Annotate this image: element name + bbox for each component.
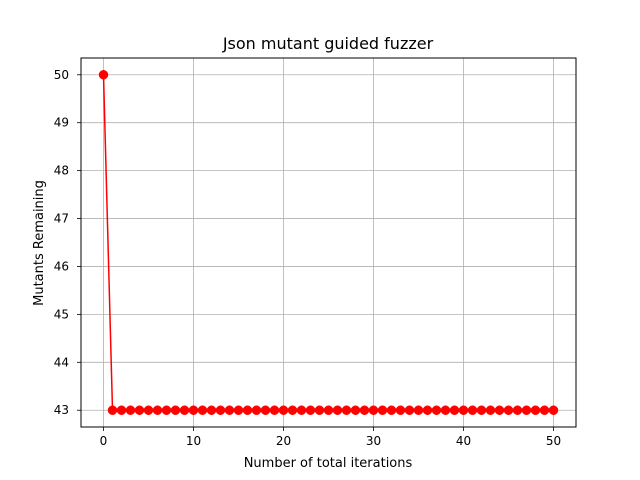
data-point — [305, 405, 316, 415]
data-point — [251, 405, 262, 415]
data-point — [458, 405, 469, 415]
data-point — [188, 405, 199, 415]
data-point — [494, 405, 505, 415]
chart-title: Json mutant guided fuzzer — [222, 34, 434, 53]
y-tick-label: 47 — [54, 212, 69, 226]
data-point — [287, 405, 298, 415]
data-point — [530, 405, 541, 415]
data-point — [377, 405, 388, 415]
data-point — [116, 405, 127, 415]
x-tick-label: 40 — [456, 434, 471, 448]
plot-frame — [80, 57, 577, 428]
data-point — [431, 405, 442, 415]
data-point — [161, 405, 172, 415]
y-tick-label: 43 — [54, 403, 69, 417]
grid — [81, 58, 576, 427]
y-axis-label: Mutants Remaining — [32, 180, 47, 306]
data-point — [413, 405, 424, 415]
data-point — [476, 405, 487, 415]
data-point — [323, 405, 334, 415]
x-tick-label: 0 — [100, 434, 108, 448]
data-point — [404, 405, 415, 415]
x-tick-label: 20 — [276, 434, 291, 448]
data-point — [548, 405, 559, 415]
y-tick-label: 44 — [54, 355, 69, 369]
x-tick-label: 50 — [546, 434, 561, 448]
x-tick-label: 30 — [366, 434, 381, 448]
y-tick-label: 45 — [54, 307, 69, 321]
data-point — [467, 405, 478, 415]
data-point — [395, 405, 406, 415]
x-tick-label: 10 — [186, 434, 201, 448]
data-point — [134, 405, 145, 415]
data-point — [341, 405, 352, 415]
data-point — [449, 405, 460, 415]
data-point — [350, 405, 361, 415]
data-point — [107, 405, 118, 415]
data-point — [278, 405, 289, 415]
data-point — [224, 405, 235, 415]
y-tick-label: 49 — [54, 116, 69, 130]
series-layer — [98, 70, 559, 415]
data-point — [521, 405, 532, 415]
data-point — [242, 405, 253, 415]
data-point — [260, 405, 271, 415]
data-point — [368, 405, 379, 415]
data-point — [125, 405, 136, 415]
data-point — [503, 405, 514, 415]
data-point — [179, 405, 190, 415]
data-point — [206, 405, 217, 415]
data-point — [314, 405, 325, 415]
data-point — [152, 405, 163, 415]
data-point — [332, 405, 343, 415]
y-tick-label: 48 — [54, 164, 69, 178]
data-point — [143, 405, 154, 415]
data-point — [359, 405, 370, 415]
data-point — [269, 405, 280, 415]
data-point — [215, 405, 226, 415]
data-point — [440, 405, 451, 415]
data-point — [233, 405, 244, 415]
data-point — [98, 70, 109, 80]
y-tick-label: 46 — [54, 259, 69, 273]
data-point — [197, 405, 208, 415]
data-point — [170, 405, 181, 415]
y-tick-label: 50 — [54, 68, 69, 82]
data-point — [422, 405, 433, 415]
data-point — [296, 405, 307, 415]
ticks: 0 10 20 30 40 50 43 44 45 46 47 48 49 50 — [54, 68, 561, 448]
data-point — [485, 405, 496, 415]
data-point — [386, 405, 397, 415]
data-point — [539, 405, 550, 415]
data-point — [512, 405, 523, 415]
x-axis-label: Number of total iterations — [244, 456, 413, 471]
